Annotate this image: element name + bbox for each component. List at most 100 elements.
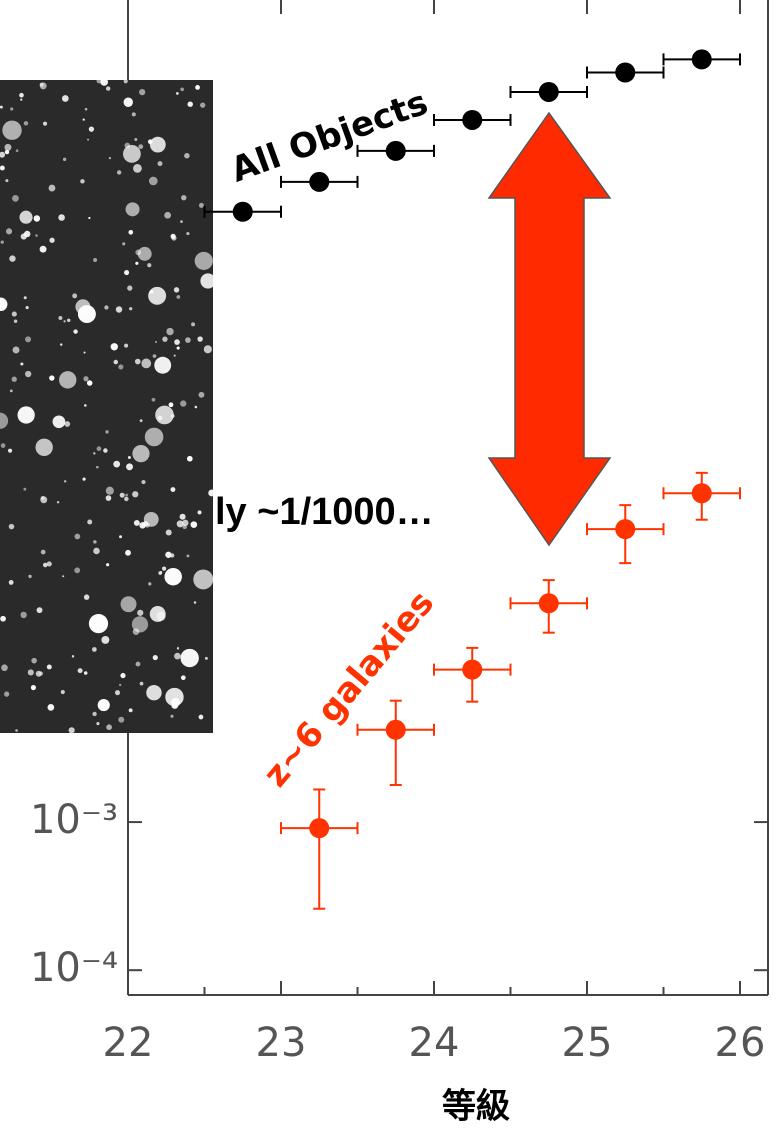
data-point	[385, 140, 406, 161]
star	[105, 495, 112, 501]
star	[147, 263, 152, 268]
data-point	[462, 659, 483, 680]
star	[132, 628, 140, 635]
star	[120, 672, 126, 679]
star	[179, 513, 186, 520]
star	[143, 511, 159, 527]
x-tick-label: 24	[409, 1020, 460, 1066]
star	[155, 405, 174, 425]
star	[82, 118, 85, 121]
star	[200, 102, 206, 108]
star	[115, 306, 123, 313]
star	[2, 120, 22, 140]
star	[97, 698, 110, 712]
star	[116, 170, 122, 175]
star	[135, 261, 139, 265]
star	[105, 430, 109, 434]
star	[48, 184, 56, 192]
star	[39, 82, 47, 90]
star	[46, 561, 52, 567]
star	[127, 285, 133, 291]
star	[96, 78, 102, 84]
y-tick-label: 10⁻³	[30, 797, 118, 843]
star	[5, 179, 9, 183]
star	[155, 341, 158, 344]
star	[49, 375, 55, 381]
star	[174, 652, 181, 660]
data-point	[615, 62, 636, 83]
star	[105, 486, 114, 495]
data-point	[385, 719, 406, 740]
star	[198, 714, 204, 720]
star	[125, 202, 140, 217]
x-tick-label: 25	[562, 1020, 613, 1066]
star	[20, 611, 27, 619]
star	[119, 535, 122, 539]
star	[83, 376, 89, 382]
star	[151, 397, 156, 402]
star	[170, 233, 176, 239]
star	[82, 477, 86, 481]
star	[58, 315, 63, 321]
star	[197, 510, 202, 515]
star	[123, 79, 128, 84]
star	[4, 691, 10, 697]
star	[28, 574, 32, 579]
star	[144, 427, 164, 447]
star	[46, 664, 52, 670]
star	[104, 305, 109, 310]
star	[110, 343, 118, 351]
star	[139, 419, 143, 423]
star	[203, 345, 212, 354]
star	[23, 230, 31, 238]
star	[11, 376, 17, 382]
star	[77, 305, 96, 324]
star	[182, 519, 189, 527]
star	[1, 664, 8, 672]
star	[200, 273, 216, 289]
star	[113, 359, 119, 365]
star	[87, 519, 93, 525]
star	[101, 635, 110, 644]
star	[148, 176, 158, 186]
star	[208, 489, 216, 497]
star	[173, 287, 180, 293]
star	[181, 194, 187, 201]
star	[4, 143, 12, 151]
star	[0, 615, 6, 622]
star	[8, 523, 15, 530]
star	[35, 234, 38, 237]
star	[129, 307, 133, 311]
star	[162, 336, 168, 342]
star	[176, 520, 184, 528]
annotation: z~6 galaxies	[256, 583, 443, 795]
star	[60, 689, 65, 695]
annotation: All Objects	[226, 83, 433, 191]
star	[165, 529, 172, 536]
star	[23, 121, 29, 126]
star	[118, 683, 122, 687]
star	[122, 144, 141, 163]
star	[180, 220, 183, 223]
star	[185, 337, 191, 343]
star	[40, 549, 46, 555]
star	[171, 697, 180, 707]
star	[93, 258, 98, 262]
star	[19, 92, 24, 98]
star	[195, 85, 200, 90]
star	[197, 336, 203, 342]
star	[187, 101, 193, 107]
star	[122, 242, 126, 246]
star	[128, 708, 133, 713]
star	[39, 245, 47, 253]
star	[166, 327, 174, 336]
star	[176, 346, 180, 350]
star	[84, 107, 88, 111]
star	[114, 690, 121, 696]
star	[12, 346, 20, 354]
star	[0, 412, 9, 429]
data-point	[691, 483, 712, 504]
star	[25, 336, 32, 343]
star	[161, 566, 167, 571]
